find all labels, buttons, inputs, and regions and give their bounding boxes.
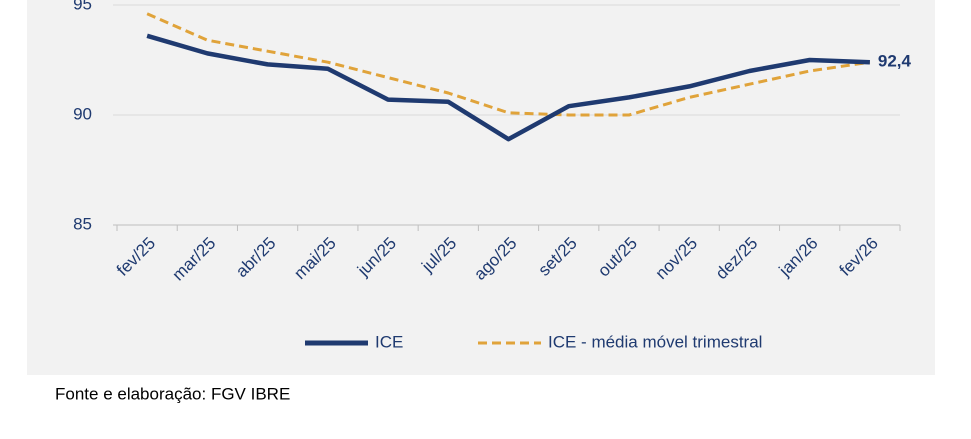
y-tick-label: 95 — [73, 0, 92, 13]
chart-background — [27, 0, 935, 375]
data-label: 92,4 — [878, 52, 912, 71]
source-note: Fonte e elaboração: FGV IBRE — [55, 384, 290, 403]
legend-label: ICE — [375, 332, 403, 351]
y-tick-label: 90 — [73, 104, 92, 123]
series-line — [146, 12, 871, 117]
legend-label: ICE - média móvel trimestral — [548, 332, 762, 351]
series-line — [146, 33, 870, 142]
y-tick-label: 85 — [73, 214, 92, 233]
